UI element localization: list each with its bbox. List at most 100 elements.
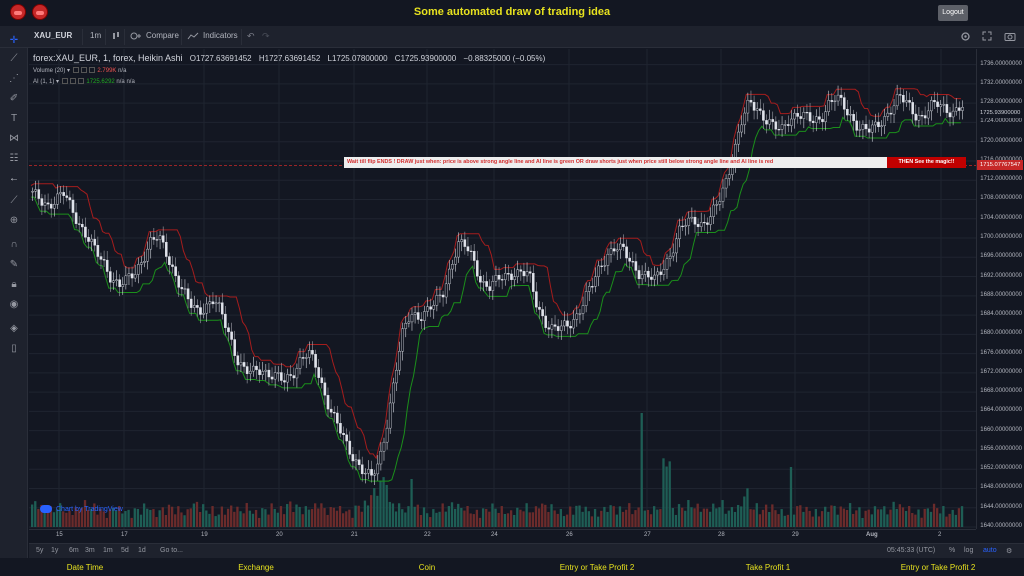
range-button-1m[interactable]: 1m <box>103 547 113 554</box>
settings-icon[interactable]: ⚙ <box>1006 548 1013 555</box>
range-button-3m[interactable]: 3m <box>85 547 95 554</box>
layers-icon[interactable]: ◈ <box>10 323 18 334</box>
volume-bar <box>808 510 811 527</box>
compare-icon[interactable] <box>130 31 142 43</box>
settings-icon[interactable] <box>960 31 971 44</box>
volume-bar <box>550 504 553 527</box>
percent-toggle[interactable]: % <box>949 547 956 554</box>
pattern-icon[interactable]: ⋈ <box>9 133 19 144</box>
eye-toggle-icon[interactable] <box>72 67 79 74</box>
close-toggle-icon[interactable] <box>88 67 95 74</box>
time-axis[interactable]: 15 17 19 20 21 22 24 26 27 28 29 Aug 2 <box>29 529 976 543</box>
utc-clock[interactable]: 05:45:33 (UTC) <box>887 547 936 554</box>
trash-icon[interactable]: ▯ <box>11 343 17 354</box>
volume-bar <box>391 503 395 527</box>
volume-bar <box>522 511 525 527</box>
candle-body <box>382 441 386 452</box>
eye-icon[interactable]: ◉ <box>9 299 19 310</box>
volume-bar <box>954 514 957 527</box>
watermark-text[interactable]: Chart by TradingView <box>56 505 123 513</box>
crosshair-icon[interactable]: ✛ <box>9 35 19 46</box>
series-title[interactable]: forex:XAU_EUR, 1, forex, Heikin Ashi <box>33 53 183 63</box>
volume-bar <box>939 513 942 527</box>
volume-bar <box>936 508 939 527</box>
prediction-icon[interactable]: ☷ <box>9 153 19 164</box>
close-toggle-icon[interactable] <box>77 78 84 85</box>
indicators-button[interactable]: Indicators <box>203 31 238 40</box>
chart-canvas[interactable] <box>29 49 976 529</box>
back-arrow-icon[interactable]: ← <box>9 173 19 184</box>
candle-body <box>510 273 513 280</box>
tradingview-watermark[interactable]: Chart by TradingView <box>40 505 123 513</box>
candle-body <box>528 271 532 274</box>
candle-body <box>379 450 383 465</box>
candle-body <box>889 112 893 115</box>
candle-body <box>836 94 840 102</box>
volume-bar <box>590 516 594 527</box>
candle-body <box>827 100 831 112</box>
lock-icon[interactable]: 🔒︎ <box>11 279 17 290</box>
log-toggle[interactable]: log <box>964 547 974 554</box>
volume-bar <box>749 509 752 527</box>
range-button-1d[interactable]: 1d <box>138 547 146 554</box>
candle-body <box>137 264 140 275</box>
candle-body <box>96 245 100 257</box>
candle-body <box>130 273 134 279</box>
legend-low: L1725.07800000 <box>327 54 388 63</box>
text-tool-icon[interactable]: T <box>10 113 18 124</box>
eye-toggle-icon[interactable] <box>61 78 68 85</box>
volume-bar <box>537 508 541 527</box>
brush-icon[interactable]: ✐ <box>9 93 19 104</box>
volume-bar <box>668 461 671 527</box>
volume-bar <box>780 509 783 527</box>
chart-pane[interactable] <box>29 49 976 529</box>
candle-body <box>395 369 398 384</box>
stay-in-drawing-icon[interactable]: ✎ <box>9 259 19 270</box>
ai-label[interactable]: AI (1, 1) <box>33 79 55 85</box>
goto-button[interactable]: Go to... <box>160 547 183 554</box>
volume-bar <box>612 506 615 527</box>
settings-toggle-icon[interactable] <box>69 78 76 85</box>
volume-bar <box>217 514 220 527</box>
ruler-icon[interactable]: ⟋ <box>10 195 18 206</box>
volume-bar <box>895 508 898 527</box>
candle-body <box>77 223 81 225</box>
fib-icon[interactable]: ⋰ <box>9 73 19 84</box>
volume-bar <box>597 516 600 527</box>
volume-bar <box>466 506 469 527</box>
candle-body <box>668 255 672 259</box>
chart-style-icon[interactable] <box>111 31 121 43</box>
range-button-1y[interactable]: 1y <box>51 547 59 554</box>
compare-button[interactable]: Compare <box>146 31 179 40</box>
trendline-icon[interactable]: ⟋ <box>10 53 18 64</box>
candle-body <box>261 371 264 375</box>
range-button-5y[interactable]: 5y <box>36 547 44 554</box>
redo-icon[interactable]: ↷ <box>262 31 270 41</box>
logout-button[interactable]: Logout <box>938 5 968 21</box>
volume-bar <box>407 506 410 527</box>
symbol-search[interactable]: XAU_EUR <box>34 31 73 40</box>
magnet-icon[interactable]: ∩ <box>10 239 18 250</box>
auto-toggle[interactable]: auto <box>983 547 997 554</box>
candle-body <box>569 326 572 329</box>
volume-label[interactable]: Volume (20) <box>33 68 66 74</box>
range-button-6m[interactable]: 6m <box>69 547 79 554</box>
volume-bar <box>914 514 917 527</box>
volume-bar <box>317 508 320 527</box>
candle-body <box>444 283 448 298</box>
zoom-in-icon[interactable]: ⊕ <box>9 215 19 226</box>
settings-toggle-icon[interactable] <box>80 67 87 74</box>
volume-bar <box>34 501 37 527</box>
range-button-5d[interactable]: 5d <box>121 547 129 554</box>
fullscreen-icon[interactable] <box>982 31 992 43</box>
volume-bar <box>693 508 696 527</box>
camera-icon[interactable] <box>1004 31 1016 43</box>
volume-bar <box>310 509 314 527</box>
undo-icon[interactable]: ↶ <box>247 31 255 41</box>
indicators-icon[interactable] <box>187 31 199 43</box>
price-axis[interactable]: 1736.00000000 1732.00000000 1728.00000000 1… <box>976 49 1024 529</box>
interval-select[interactable]: 1m <box>90 31 102 40</box>
volume-bar <box>948 513 951 527</box>
candle-body <box>547 327 551 330</box>
candle-body <box>653 274 656 280</box>
